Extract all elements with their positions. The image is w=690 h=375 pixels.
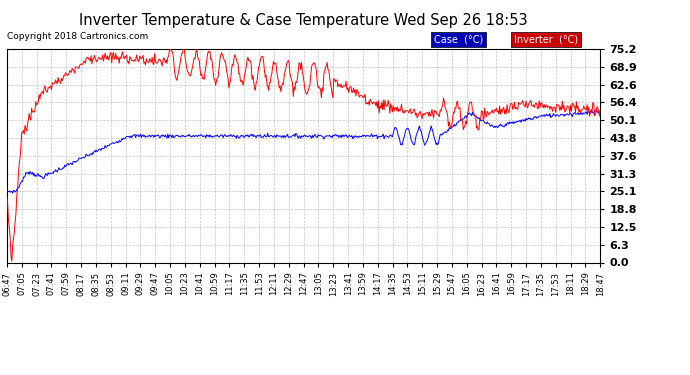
- Text: Inverter Temperature & Case Temperature Wed Sep 26 18:53: Inverter Temperature & Case Temperature …: [79, 13, 528, 28]
- Text: Copyright 2018 Cartronics.com: Copyright 2018 Cartronics.com: [7, 32, 148, 41]
- Text: Inverter  (°C): Inverter (°C): [514, 34, 578, 45]
- Text: Case  (°C): Case (°C): [434, 34, 484, 45]
